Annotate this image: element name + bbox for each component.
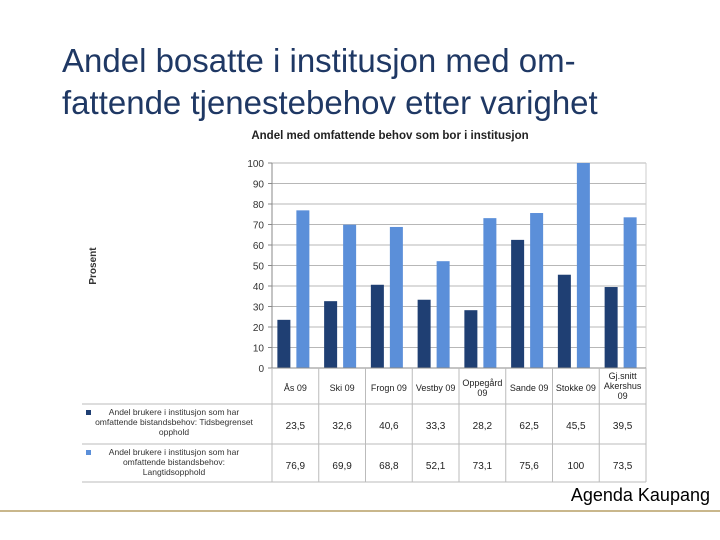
bar-series-1 [511,239,525,368]
x-tick-label: Vestby 09 [416,383,456,393]
bar-series-2 [389,226,403,368]
x-tick-label: Sande 09 [510,383,549,393]
legend-label-series-1: Andel brukere i institusjon som har omfat… [95,407,253,437]
y-tick-label: 60 [253,241,265,252]
y-axis-label: Prosent [88,247,99,285]
data-label-series-2: 52,1 [426,461,446,472]
y-tick-label: 90 [253,180,265,191]
y-tick-label: 70 [253,221,265,232]
slide-title: Andel bosatte i institusjon med om- fatt… [62,40,702,124]
x-tick-label: Frogn 09 [371,383,407,393]
bar-series-2 [623,217,637,368]
y-tick-label: 30 [253,303,265,314]
bar-series-1 [277,319,291,368]
footer-divider [0,510,720,512]
bar-series-1 [370,284,384,368]
data-label-series-2: 76,9 [286,461,306,472]
x-tick-label: Ski 09 [330,383,355,393]
x-tick-label: Stokke 09 [556,383,596,393]
x-tick-label: Ås 09 [284,383,307,393]
bar-series-1 [417,299,431,368]
bar-series-2 [530,213,544,368]
data-label-series-2: 68,8 [379,461,399,472]
y-tick-label: 100 [247,159,264,170]
data-label-series-1: 33,3 [426,421,446,432]
bar-series-1 [604,287,618,368]
y-tick-label: 20 [253,323,265,334]
bar-series-2 [343,224,357,368]
y-tick-label: 10 [253,344,265,355]
legend-swatch-series-1 [86,410,91,415]
x-tick-label: Oppegård 09 [462,378,502,398]
data-label-series-1: 45,5 [566,421,586,432]
slide-title-line-2: fattende tjenestebehov etter varighet [62,84,598,121]
data-label-series-1: 39,5 [613,421,633,432]
y-tick-label: 40 [253,282,265,293]
data-label-series-2: 73,5 [613,461,633,472]
bar-series-2 [436,261,450,368]
data-label-series-2: 100 [568,461,585,472]
data-label-series-2: 69,9 [332,461,352,472]
x-tick-label: Gj.snitt Akershus 09 [604,371,642,401]
bar-series-2 [576,163,590,368]
y-tick-label: 0 [258,364,264,375]
data-label-series-1: 28,2 [473,421,493,432]
data-label-series-1: 32,6 [332,421,352,432]
data-label-series-2: 73,1 [473,461,493,472]
chart: Andel med omfattende behov som bor i ins… [82,130,647,483]
bar-series-2 [296,210,310,368]
y-tick-label: 80 [253,200,265,211]
bar-series-1 [557,274,571,368]
brand-label: Agenda Kaupang [570,485,710,505]
data-label-series-1: 23,5 [286,421,306,432]
y-tick-label: 50 [253,262,265,273]
data-label-series-1: 40,6 [379,421,399,432]
data-label-series-2: 75,6 [519,461,539,472]
data-label-series-1: 62,5 [519,421,539,432]
bar-series-2 [483,218,497,368]
bar-series-1 [464,310,478,368]
chart-title: Andel med omfattende behov som bor i ins… [251,130,528,142]
slide-title-line-1: Andel bosatte i institusjon med om- [62,42,576,79]
legend-label-series-2: Andel brukere i institusjon som har omfat… [109,447,240,477]
legend-swatch-series-2 [86,450,91,455]
bar-series-1 [324,301,338,368]
